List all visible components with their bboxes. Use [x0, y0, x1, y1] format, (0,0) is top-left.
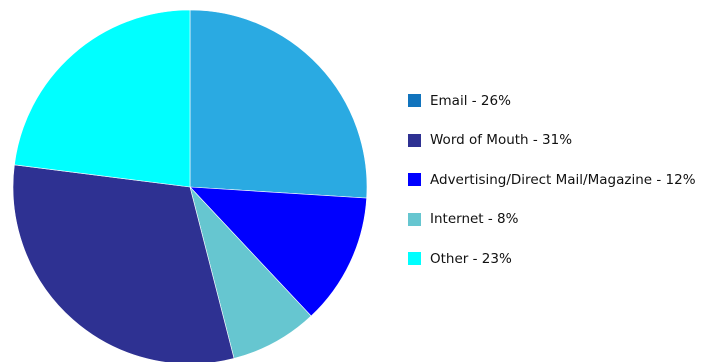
pie-slice-email — [189, 9, 368, 199]
pie-slice-internet — [189, 186, 312, 359]
legend-item-email: Email - 26% — [408, 89, 696, 112]
legend-item-word-of-mouth: Word of Mouth - 31% — [408, 129, 696, 152]
legend-item-other: Other - 23% — [408, 247, 696, 270]
legend-item-internet: Internet - 8% — [408, 208, 696, 231]
pie-slice-other — [14, 9, 191, 188]
legend-swatch — [408, 133, 421, 147]
legend-swatch — [408, 94, 421, 107]
pie-slice-word-of-mouth — [12, 164, 235, 362]
legend-label: Email - 26% — [430, 92, 511, 109]
pie-slice-advertising-direct-mail-magazine — [189, 186, 367, 317]
legend-swatch — [408, 252, 421, 265]
legend-label: Internet - 8% — [430, 211, 519, 227]
legend-label: Word of Mouth - 31% — [430, 132, 573, 148]
chart-legend: Email - 26% Word of Mouth - 31% Advertisin… — [408, 89, 696, 287]
pie-chart-plot — [12, 9, 368, 362]
legend-label: Other - 23% — [430, 250, 512, 267]
legend-label: Advertising/Direct Mail/Magazine - 12% — [430, 171, 696, 188]
legend-swatch — [408, 212, 421, 226]
legend-swatch — [408, 173, 421, 186]
legend-item-advertising-direct-mail-magazine: Advertising/Direct Mail/Magazine - 12% — [408, 168, 696, 191]
